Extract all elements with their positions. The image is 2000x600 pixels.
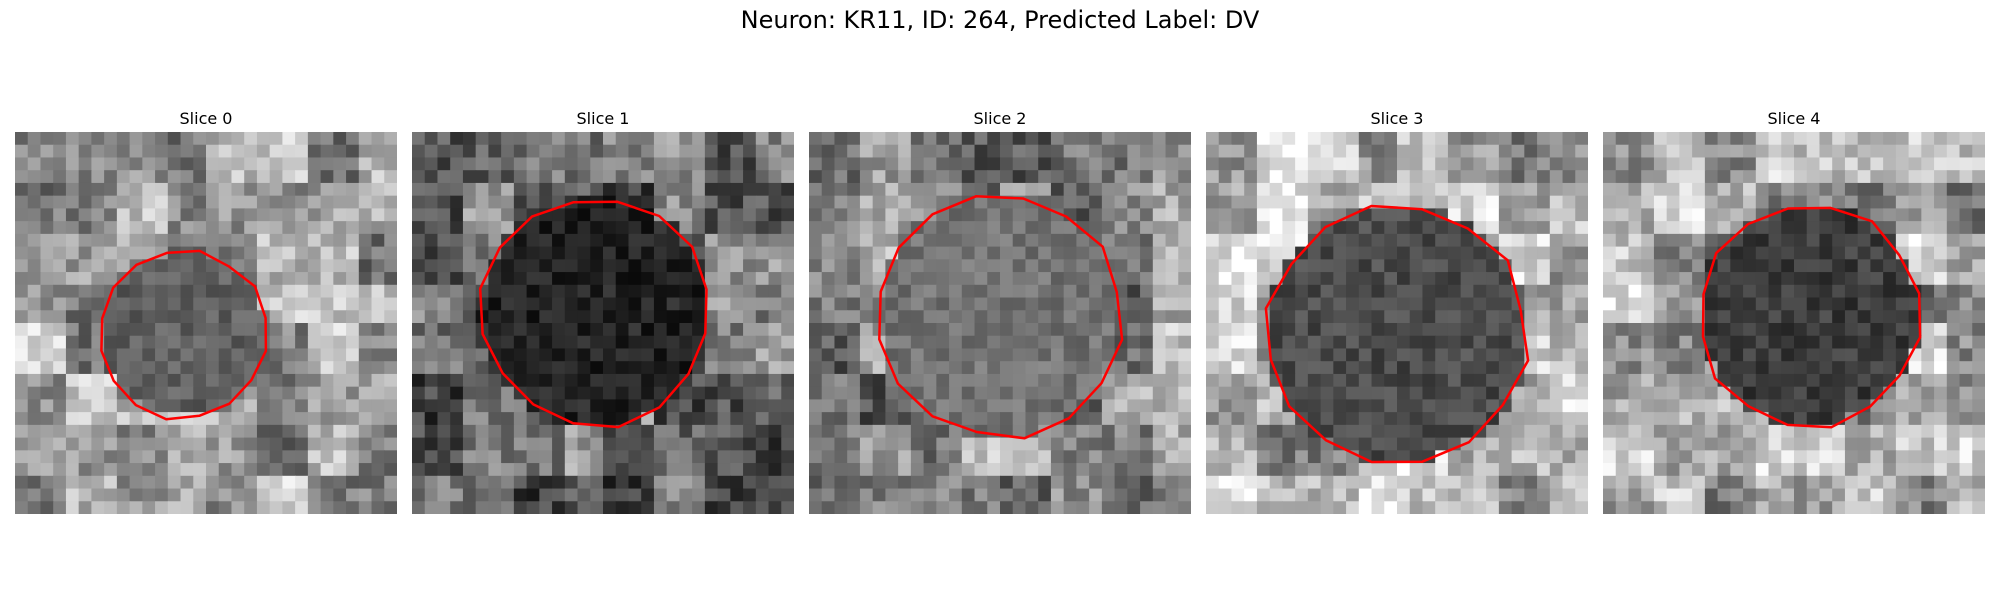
neuron-contour [1264,204,1530,464]
slice-panel-2: Slice 2 [809,108,1191,514]
pixel-grid [1206,132,1588,514]
slice-image-svg [15,132,397,514]
pixel-grid [809,132,1191,514]
slice-panel-1: Slice 1 [412,108,794,514]
neuron-contour [878,194,1124,440]
slice-title: Slice 0 [179,109,233,128]
neuron-contour [478,200,708,429]
slice-title: Slice 4 [1767,109,1821,128]
slice-image-svg [809,132,1191,514]
pixel-grid [15,132,397,514]
slice-image [412,132,794,514]
figure-title: Neuron: KR11, ID: 264, Predicted Label: … [740,6,1260,34]
neuron-contour [1701,206,1922,429]
slice-image [809,132,1191,514]
slice-image [1206,132,1588,514]
slice-image-svg [1206,132,1588,514]
slice-panel-3: Slice 3 [1206,108,1588,514]
pixel-grid [1603,132,1985,514]
slice-image-svg [1603,132,1985,514]
slice-title: Slice 1 [576,109,630,128]
pixel-grid [412,132,794,514]
slice-title: Slice 2 [973,109,1027,128]
slice-image [15,132,397,514]
slice-image-svg [412,132,794,514]
slice-panel-0: Slice 0 [15,108,397,514]
slice-title: Slice 3 [1370,109,1424,128]
neuron-contour [100,249,268,421]
slice-panel-4: Slice 4 [1603,108,1985,514]
slice-image [1603,132,1985,514]
